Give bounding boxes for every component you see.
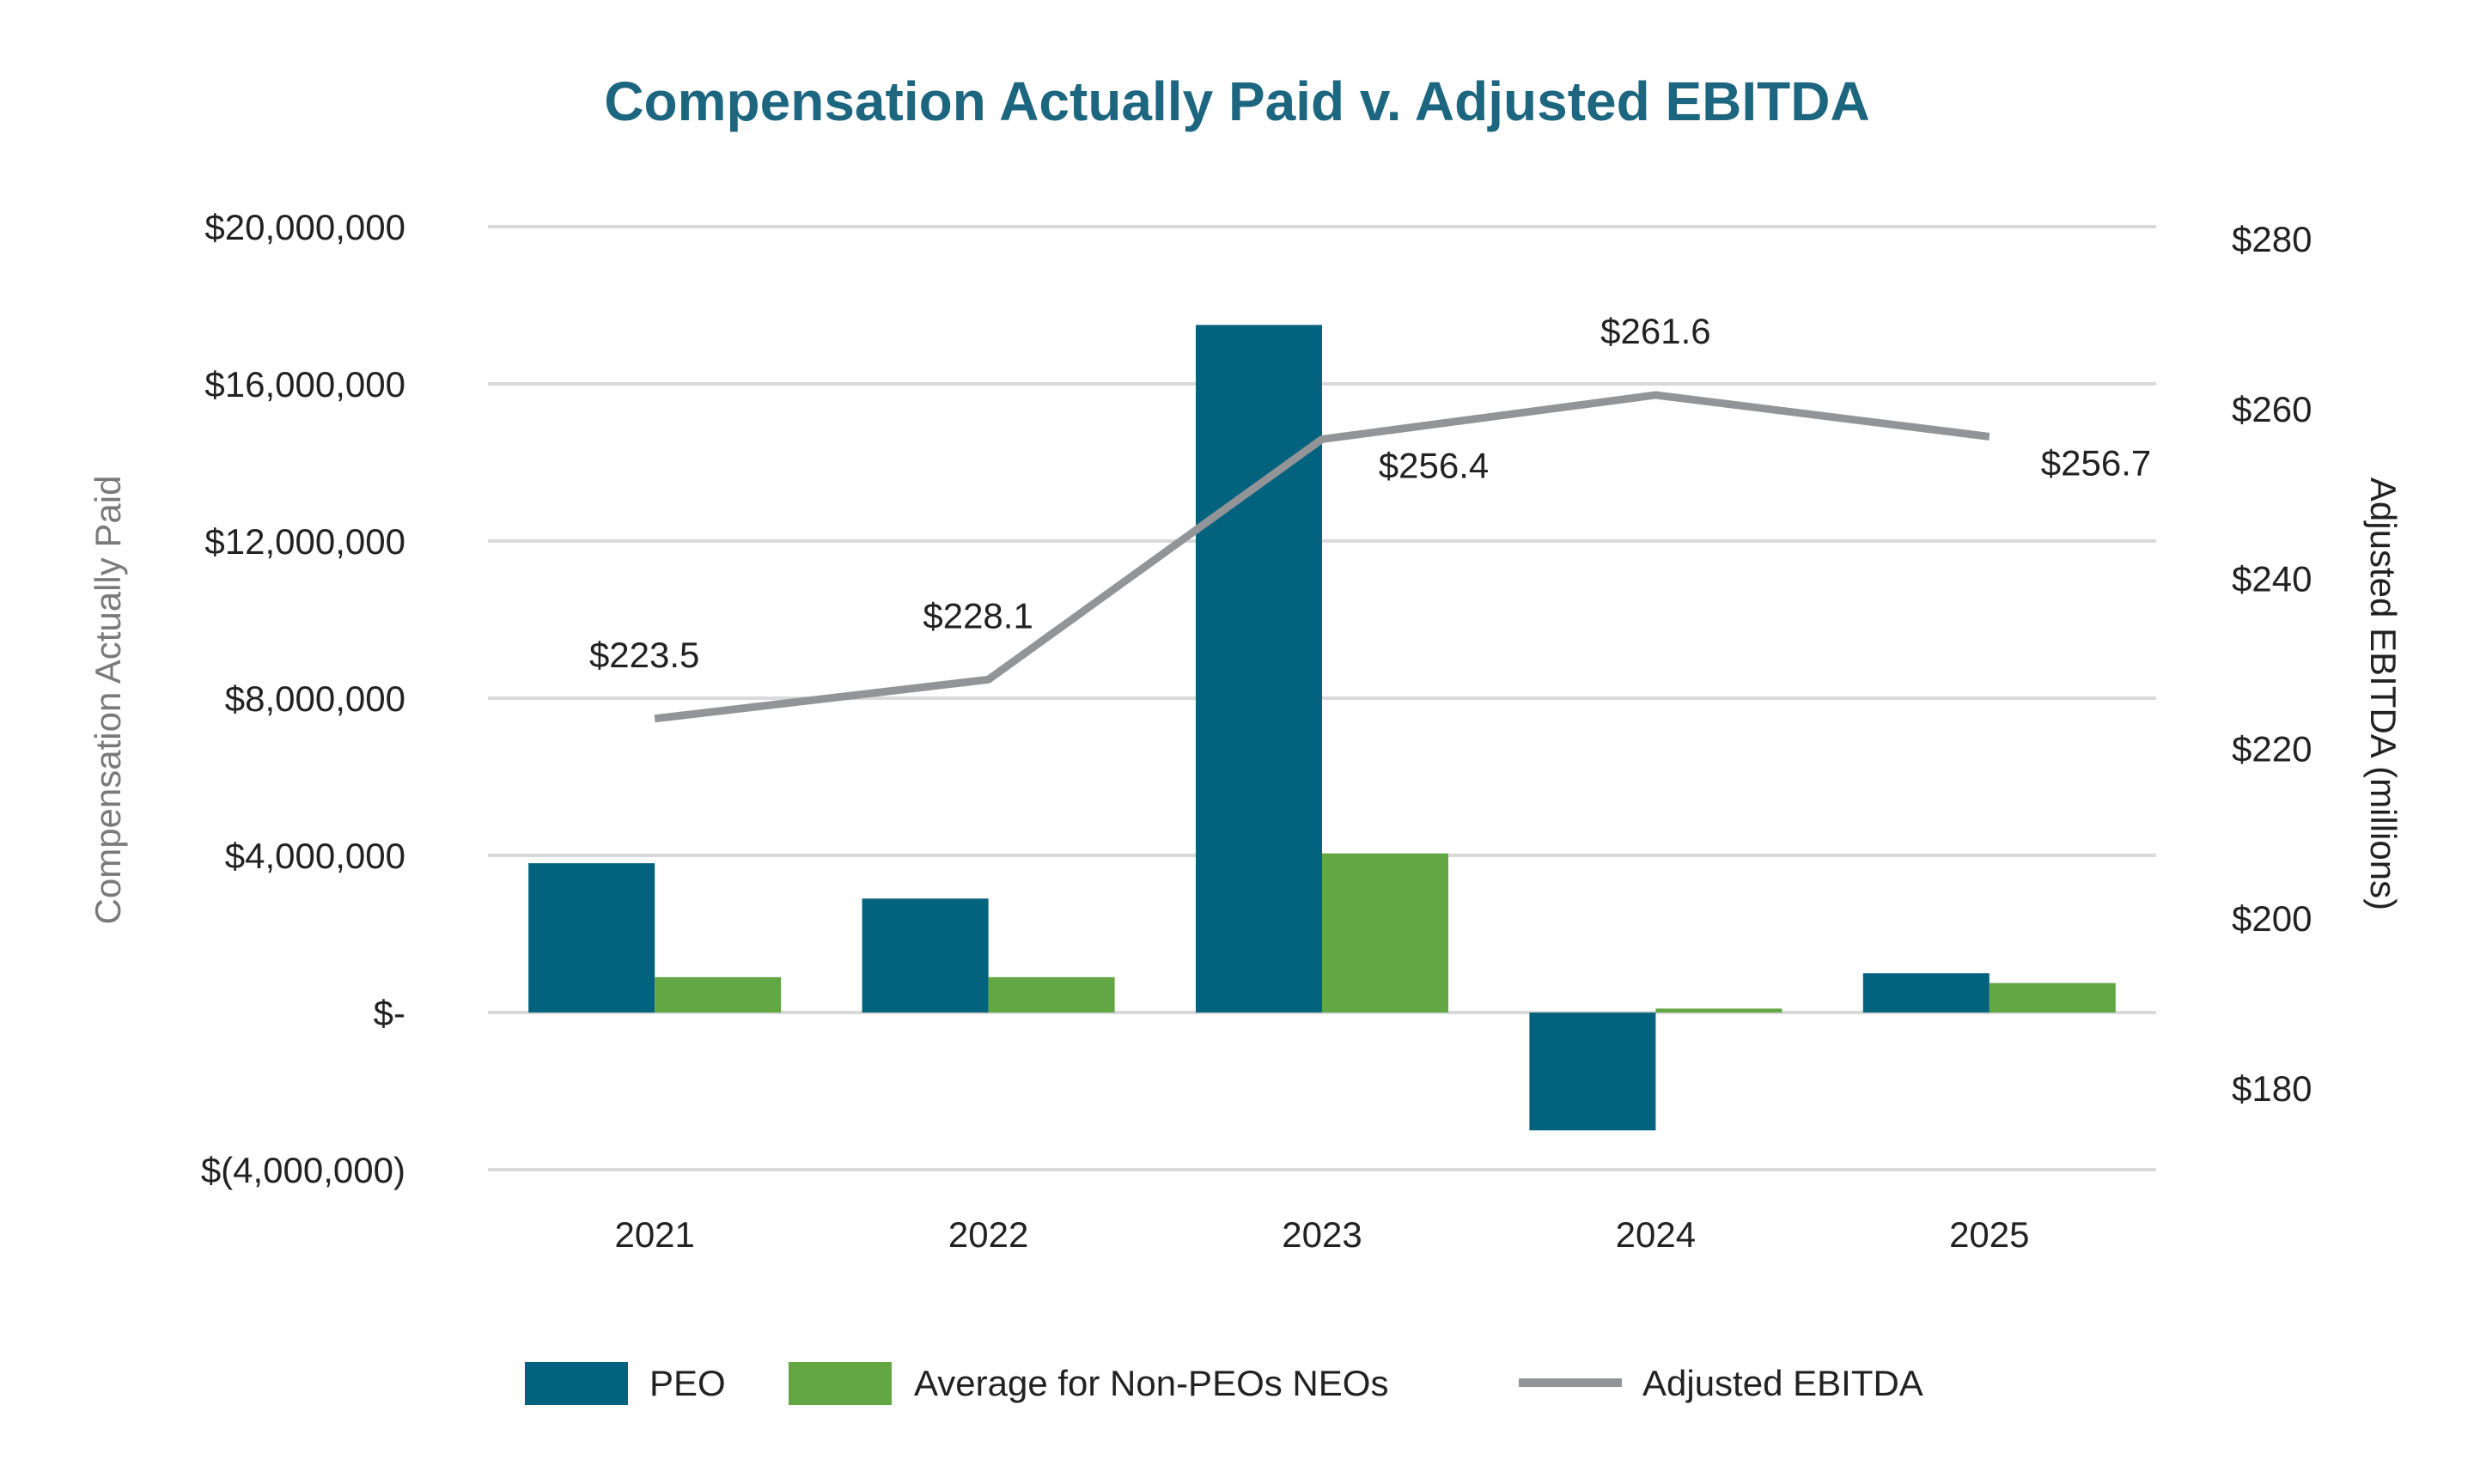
x-tick-label: 2023 — [1282, 1214, 1362, 1255]
y-tick-label: $8,000,000 — [225, 678, 405, 719]
bars — [528, 325, 2116, 1131]
neo-bar-2022 — [988, 976, 1115, 1013]
y-tick-label: $(4,000,000) — [201, 1150, 405, 1190]
left-axis-ticks: $(4,000,000) $- $4,000,000 $8,000,000 $12,00… — [201, 207, 405, 1190]
x-tick-label: 2024 — [1616, 1214, 1696, 1255]
ebitda-data-label: $256.7 — [2041, 442, 2151, 483]
ebitda-data-label: $228.1 — [923, 595, 1033, 636]
neo-bar-2024 — [1655, 1008, 1782, 1013]
legend-swatch-neo — [789, 1362, 892, 1405]
y-tick-label: $20,000,000 — [204, 207, 405, 247]
ebitda-data-label: $256.4 — [1379, 445, 1489, 485]
neo-bar-2023 — [1322, 853, 1448, 1013]
x-tick-label: 2025 — [1949, 1214, 2029, 1255]
y2-tick-label: $200 — [2232, 898, 2312, 939]
ebitda-data-label: $261.6 — [1600, 311, 1710, 351]
y2-tick-label: $240 — [2232, 559, 2312, 599]
x-tick-label: 2021 — [614, 1214, 694, 1255]
peo-bar-2021 — [528, 863, 655, 1013]
y2-tick-label: $180 — [2232, 1068, 2312, 1109]
peo-bar-2024 — [1529, 1013, 1656, 1131]
x-axis-ticks: 2021 2022 2023 2024 2025 — [614, 1214, 2029, 1255]
right-axis-ticks: $180 $200 $220 $240 $260 $280 — [2232, 219, 2312, 1109]
legend-label-ebitda: Adjusted EBITDA — [1642, 1363, 1923, 1403]
chart-title: Compensation Actually Paid v. Adjusted E… — [604, 70, 1869, 132]
y2-tick-label: $220 — [2232, 728, 2312, 769]
legend-label-neo: Average for Non-PEOs NEOs — [914, 1363, 1388, 1403]
peo-bar-2022 — [862, 898, 989, 1013]
y-tick-label: $12,000,000 — [204, 521, 405, 562]
legend-swatch-peo — [525, 1362, 628, 1405]
y-tick-label: $4,000,000 — [225, 836, 405, 876]
neo-bar-2021 — [655, 976, 782, 1013]
neo-bar-2025 — [1989, 982, 2116, 1013]
y-tick-label: $16,000,000 — [204, 364, 405, 404]
ebitda-line — [654, 391, 1990, 723]
peo-bar-2025 — [1862, 973, 1990, 1013]
y2-tick-label: $260 — [2232, 389, 2312, 429]
ebitda-line-group: $223.5 $228.1 $256.4 $261.6 $256.7 — [589, 311, 2151, 723]
y2-axis-label: Adjusted EBITDA (millions) — [2363, 477, 2404, 910]
legend: PEO Average for Non-PEOs NEOs Adjusted EBI… — [525, 1362, 1923, 1405]
ebitda-data-label: $223.5 — [589, 635, 699, 675]
y-axis-label: Compensation Actually Paid — [88, 476, 128, 925]
legend-label-peo: PEO — [649, 1363, 726, 1403]
x-tick-label: 2022 — [948, 1214, 1028, 1255]
y2-tick-label: $280 — [2232, 219, 2312, 259]
peo-bar-2023 — [1196, 325, 1322, 1013]
y-tick-label: $- — [374, 993, 405, 1033]
